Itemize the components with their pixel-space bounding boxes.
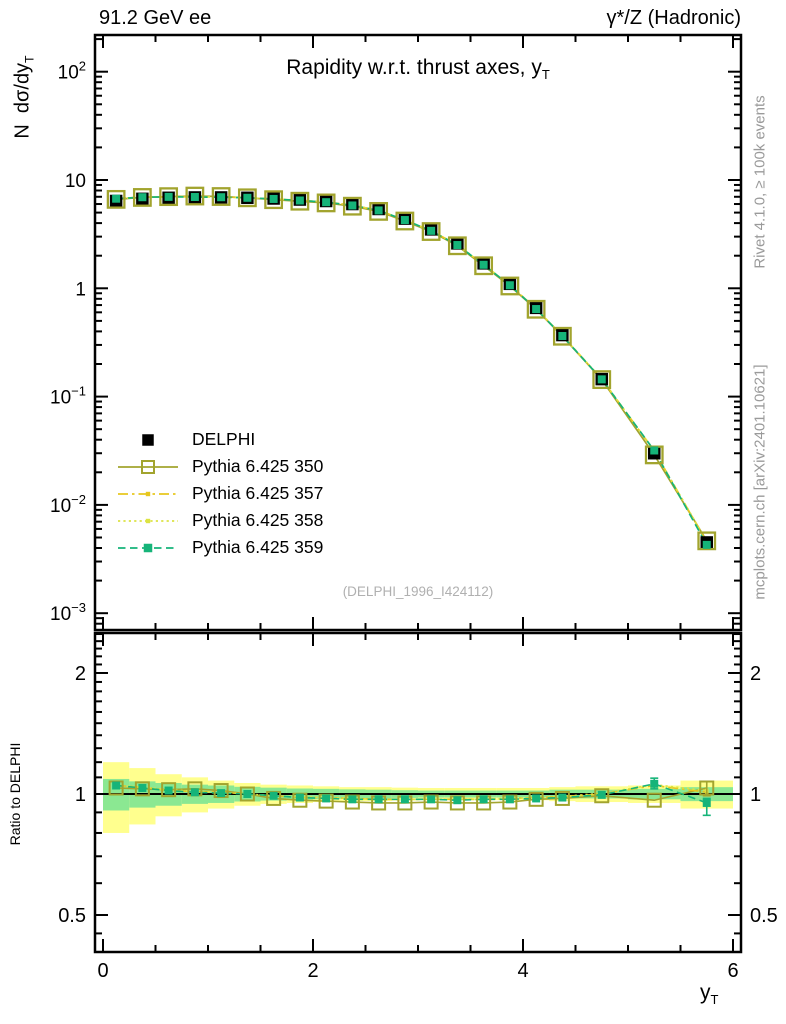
plot-title: Rapidity w.r.t. thrust axes, yT xyxy=(95,56,741,82)
analysis-id-watermark: (DELPHI_1996_I424112) xyxy=(342,584,494,599)
legend-item-pythia-359: Pythia 6.425 359 xyxy=(116,534,323,561)
svg-text:2: 2 xyxy=(750,663,761,685)
rivet-version-label: Rivet 4.1.0, ≥ 100k events xyxy=(751,95,769,269)
main-panel-frame xyxy=(93,33,743,632)
legend-label: Pythia 6.425 350 xyxy=(192,456,324,476)
mcplots-citation-label: mcplots.cern.ch [arXiv:2401.10621] xyxy=(751,364,769,600)
main-y-axis-title-subscript: T xyxy=(22,55,37,63)
svg-text:2: 2 xyxy=(75,663,86,685)
x-axis-title: yT xyxy=(700,981,718,1007)
svg-text:1: 1 xyxy=(750,784,761,806)
delphi-marker-icon xyxy=(142,433,154,446)
svg-text:1: 1 xyxy=(75,279,86,300)
main-y-axis-title-text: N dσ/dy xyxy=(11,62,34,139)
legend-label: DELPHI xyxy=(192,429,256,449)
legend-item-pythia-357: Pythia 6.425 357 xyxy=(116,480,323,507)
ratio-uncertainty-bands xyxy=(103,762,733,833)
pythia-359-line-icon xyxy=(118,543,178,552)
svg-text:0.5: 0.5 xyxy=(750,905,778,927)
svg-text:10−1: 10−1 xyxy=(50,384,86,409)
svg-text:6: 6 xyxy=(727,960,738,982)
svg-text:102: 102 xyxy=(58,59,86,84)
svg-text:10: 10 xyxy=(65,171,86,192)
main-data-markers xyxy=(106,186,717,551)
main-y-axis-title: N dσ/dyT xyxy=(12,55,37,138)
x-axis-title-text: y xyxy=(700,981,711,1004)
plot-title-text: Rapidity w.r.t. thrust axes, y xyxy=(286,56,542,79)
ratio-error-bars xyxy=(650,777,711,817)
legend: DELPHI Pythia 6.425 350 Pythia 6.425 357… xyxy=(116,426,323,561)
svg-text:0.5: 0.5 xyxy=(58,905,86,927)
legend-label: Pythia 6.425 358 xyxy=(192,510,324,530)
axis-tick-labels: 102 10 1 10−1 10−2 10−3 2 2 1 1 0.5 0.5 0 2 4 6 xyxy=(50,59,778,982)
ratio-panel-frame xyxy=(93,631,743,954)
svg-text:4: 4 xyxy=(517,960,528,982)
beam-energy-label: 91.2 GeV ee xyxy=(99,7,212,29)
x-axis-title-subscript: T xyxy=(710,991,719,1007)
plot-title-subscript: T xyxy=(541,66,550,82)
svg-text:2: 2 xyxy=(307,960,318,982)
svg-text:0: 0 xyxy=(97,960,108,982)
legend-label: Pythia 6.425 359 xyxy=(192,537,324,557)
pythia-350-line-icon xyxy=(118,459,178,474)
svg-text:1: 1 xyxy=(75,784,86,806)
legend-label: Pythia 6.425 357 xyxy=(192,483,324,503)
legend-item-pythia-358: Pythia 6.425 358 xyxy=(116,507,323,534)
svg-text:10−2: 10−2 xyxy=(50,492,86,517)
pythia-358-line-icon xyxy=(118,518,178,523)
legend-item-delphi: DELPHI xyxy=(116,426,323,453)
legend-item-pythia-350: Pythia 6.425 350 xyxy=(116,453,323,480)
pythia-357-line-icon xyxy=(118,491,178,496)
ratio-y-axis-title: Ratio to DELPHI xyxy=(7,742,23,846)
svg-text:10−3: 10−3 xyxy=(50,600,86,625)
process-label: γ*/Z (Hadronic) xyxy=(606,7,741,29)
